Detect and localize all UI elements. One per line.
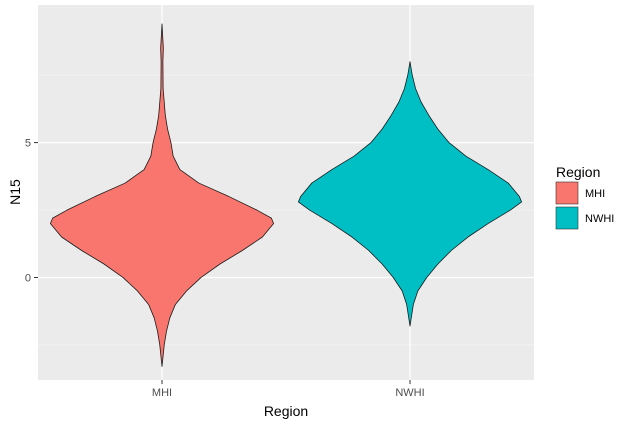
violins: [50, 23, 522, 367]
y-tick-label: 5: [25, 138, 31, 150]
violin-mhi: [50, 23, 274, 367]
legend-label-nwhi: NWHI: [585, 213, 614, 225]
x-tick-label: NWHI: [395, 387, 424, 399]
violin-nwhi: [298, 61, 522, 327]
legend-key-mhi: [555, 181, 579, 205]
legend-title: Region: [556, 164, 600, 180]
x-axis-title: Region: [264, 403, 308, 419]
legend-label-mhi: MHI: [585, 188, 605, 200]
x-axis: MHI NWHI: [152, 380, 425, 399]
y-tick-label: 0: [25, 272, 31, 284]
x-tick-label: MHI: [152, 387, 172, 399]
y-axis-title: N15: [7, 179, 23, 205]
y-axis: 05: [25, 138, 38, 284]
legend: Region MHI NWHI: [555, 164, 614, 230]
legend-key-nwhi: [555, 206, 579, 230]
